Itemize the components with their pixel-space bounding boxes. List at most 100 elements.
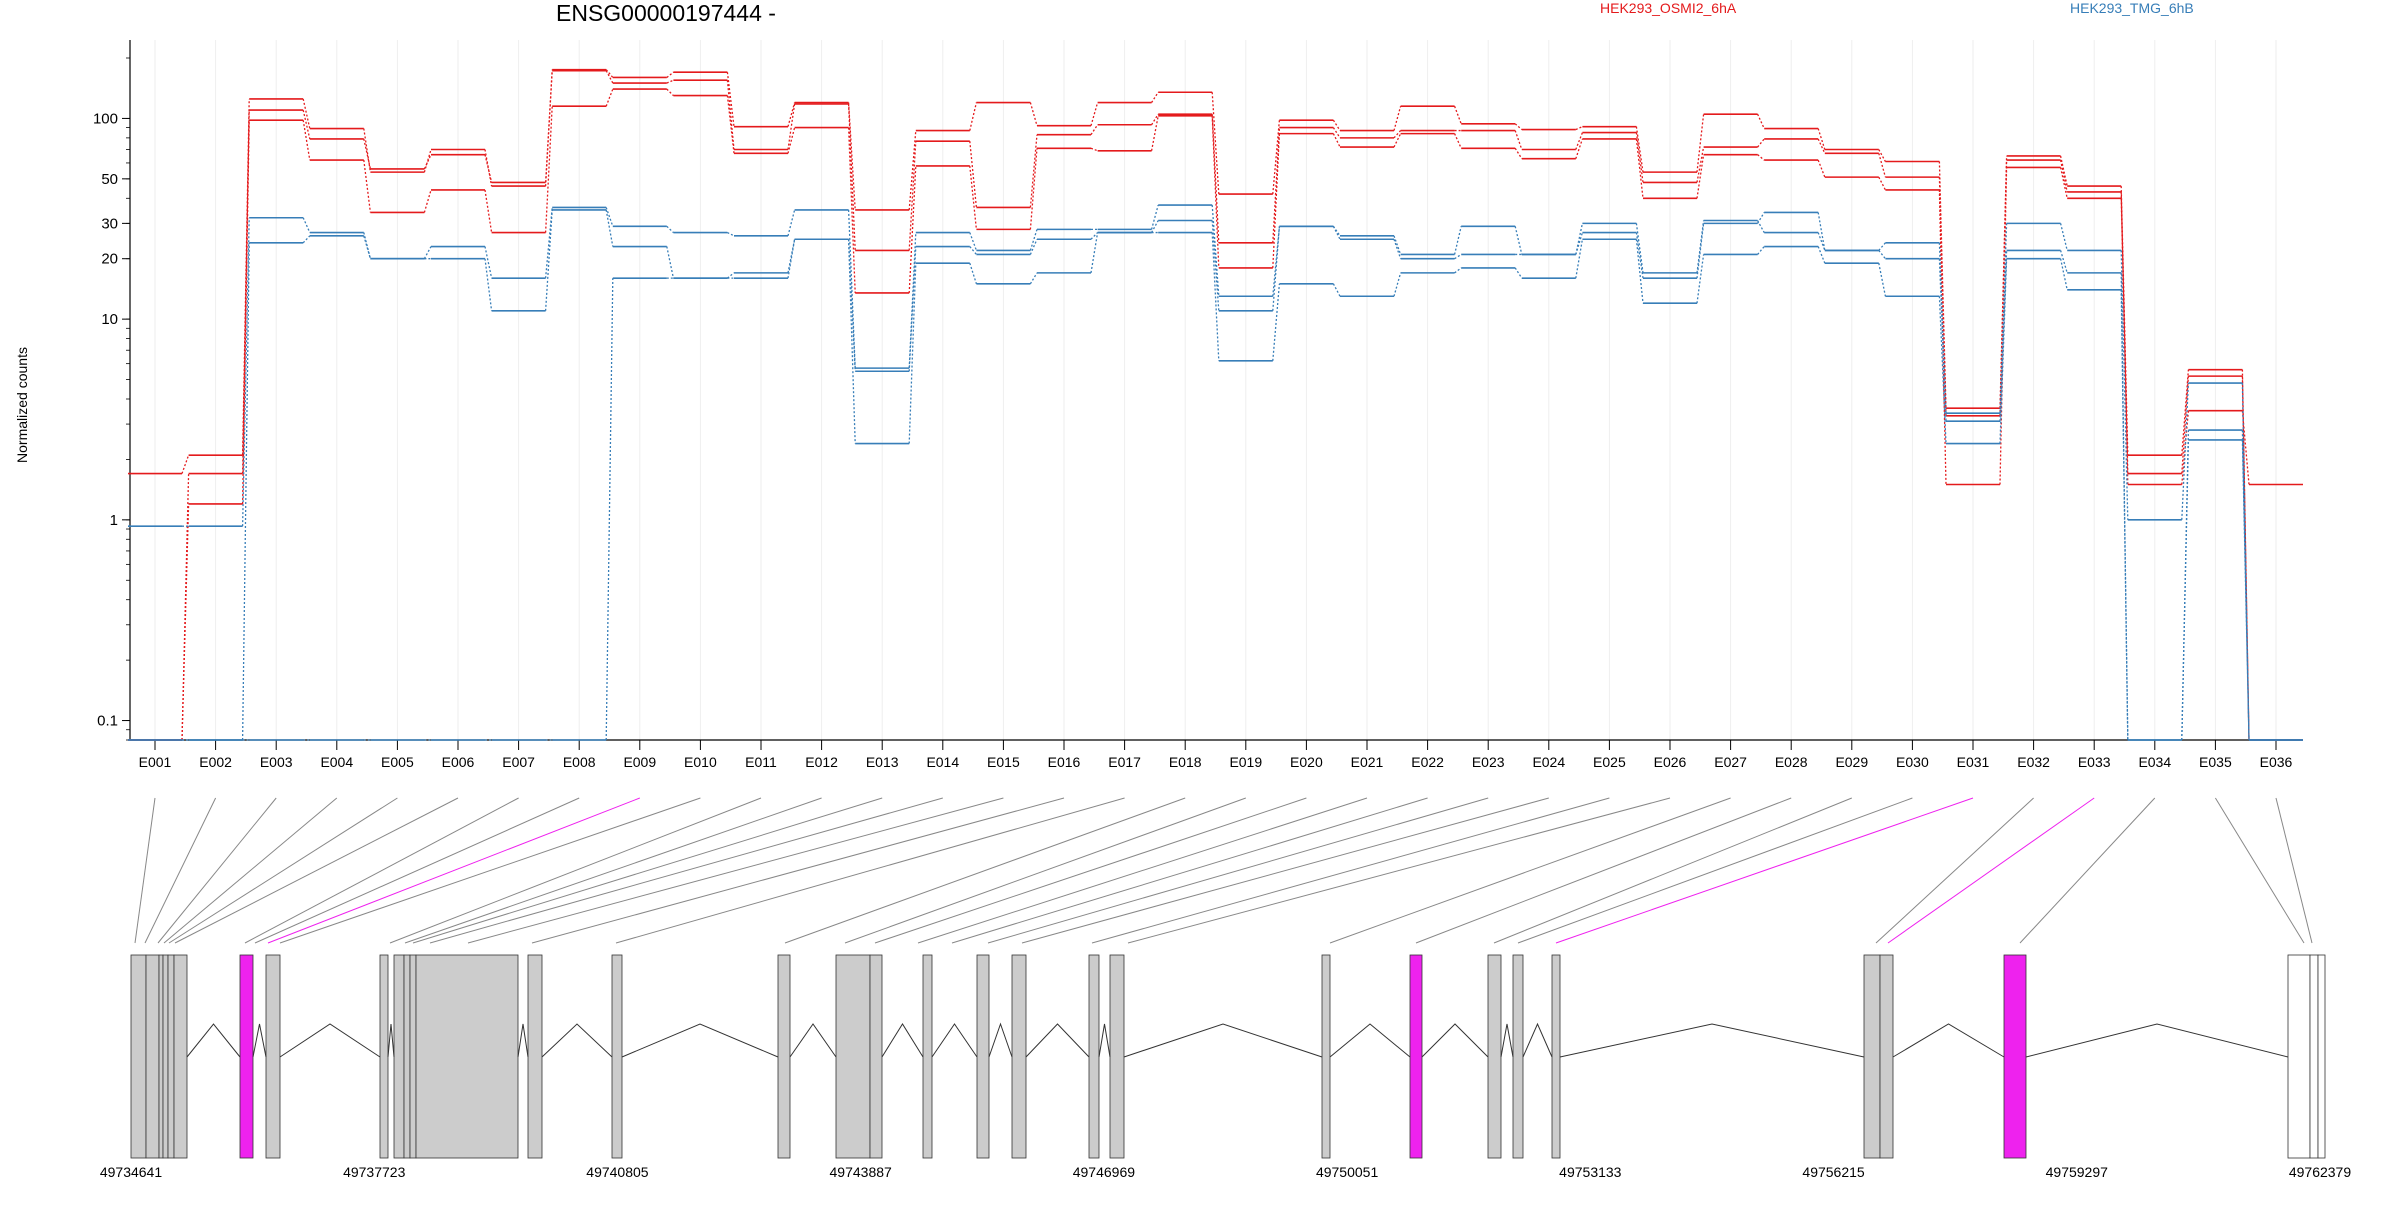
exon-connector — [917, 797, 1368, 944]
exon-connector — [844, 797, 1246, 944]
exon-box — [1109, 954, 1125, 1159]
series-connector — [1575, 239, 1584, 279]
vertical-grid — [154, 40, 2277, 740]
x-tick-label: E002 — [199, 754, 232, 770]
series-connector — [1029, 229, 1038, 251]
series-connector — [1575, 138, 1584, 159]
series-connector — [2120, 250, 2129, 520]
exon-connector — [1555, 797, 1974, 944]
series-connector — [787, 103, 796, 150]
series-connector — [2059, 250, 2068, 274]
x-tick-label: E013 — [866, 754, 899, 770]
coordinate-label: 49737723 — [343, 1164, 406, 1180]
x-tick-label: E018 — [1169, 754, 1202, 770]
exon-box — [1321, 954, 1331, 1159]
series-connector — [787, 239, 796, 274]
x-tick-label: E005 — [381, 754, 414, 770]
series-connector — [302, 235, 311, 244]
exon-box — [1512, 954, 1524, 1159]
exon-box — [611, 954, 623, 1159]
exon-box — [167, 954, 175, 1159]
series-connector — [1090, 124, 1099, 136]
series-connector — [969, 165, 978, 230]
intron-line — [1892, 1023, 2005, 1058]
series-connector — [1454, 267, 1462, 274]
coordinate-label: 49746969 — [1073, 1164, 1136, 1180]
series-connector — [908, 246, 917, 372]
x-ticks: E001 E002 E003 E004 E005 E006 E007 E008 E009 E010… — [139, 740, 2293, 770]
exon-box — [379, 954, 389, 1159]
highlighted-exon — [239, 954, 254, 1159]
series-connector — [302, 98, 311, 129]
series-connector — [544, 70, 553, 183]
x-tick-label: E028 — [1775, 754, 1808, 770]
exon-box — [1011, 954, 1027, 1159]
series-connector — [726, 80, 735, 150]
x-tick-label: E020 — [1290, 754, 1323, 770]
series-connector — [787, 209, 796, 237]
series-connector — [1696, 254, 1705, 304]
series-connector — [787, 239, 796, 279]
x-tick-label: E011 — [745, 754, 777, 770]
series-connector — [1999, 258, 2008, 444]
series-connector — [1211, 232, 1220, 361]
series-connector — [302, 120, 311, 161]
x-tick-label: E026 — [1654, 754, 1687, 770]
series-connector — [969, 141, 978, 208]
exon-connector — [412, 797, 883, 944]
exon-connector — [467, 797, 1004, 944]
intron-line — [1025, 1023, 1090, 1058]
series-connector — [363, 235, 372, 259]
exon-box — [162, 954, 169, 1159]
series-connector — [1635, 239, 1644, 304]
coordinate-label: 49756215 — [1802, 1164, 1865, 1180]
coordinate-label: 49734641 — [100, 1164, 163, 1180]
series-connector — [1029, 134, 1038, 208]
series-connector — [1757, 113, 1765, 129]
series-connector — [1272, 120, 1281, 195]
series-connector — [241, 217, 250, 527]
exon-box — [1879, 954, 1894, 1159]
series-connector — [1575, 232, 1584, 255]
series-connector — [1878, 176, 1886, 191]
intron-line — [517, 1023, 529, 1058]
series-connector — [1696, 223, 1705, 279]
series-connector — [1393, 272, 1402, 297]
exon-connector — [174, 797, 459, 944]
series-connector — [1757, 246, 1765, 255]
series-connector — [1575, 132, 1584, 150]
series-connector — [181, 503, 190, 741]
series-connector — [726, 72, 735, 127]
series-connector — [1514, 226, 1523, 255]
y-tick-label: 1 — [110, 512, 118, 529]
x-tick-label: E030 — [1896, 754, 1929, 770]
x-tick-label: E027 — [1714, 754, 1747, 770]
exon-connector — [1875, 797, 2034, 944]
x-tick-label: E033 — [2078, 754, 2111, 770]
series-connector — [1696, 146, 1705, 183]
legend-item-osmi: HEK293_OSMI2_6hA — [1600, 0, 1737, 16]
series-connector — [1514, 123, 1523, 131]
series-connector — [1938, 189, 1947, 485]
intron-line — [1123, 1023, 1323, 1058]
x-tick-label: E035 — [2199, 754, 2232, 770]
x-tick-label: E012 — [805, 754, 838, 770]
exon-box — [835, 954, 871, 1159]
series-connector — [1696, 154, 1705, 199]
series-connector — [544, 209, 553, 311]
y-tick-label: 10 — [101, 311, 118, 328]
series-connector — [2181, 383, 2190, 520]
series-connector — [1514, 130, 1523, 150]
x-tick-label: E036 — [2260, 754, 2293, 770]
series-connector — [1453, 226, 1462, 255]
exon-connector — [2214, 797, 2305, 944]
series-connector — [1817, 246, 1826, 264]
series-connector — [1575, 126, 1583, 131]
series-connector — [1211, 115, 1220, 268]
series-connector — [666, 88, 674, 97]
series-connector — [1211, 220, 1220, 311]
series-connector — [969, 262, 978, 284]
intron-line — [2025, 1023, 2289, 1058]
series-connector — [423, 154, 432, 170]
